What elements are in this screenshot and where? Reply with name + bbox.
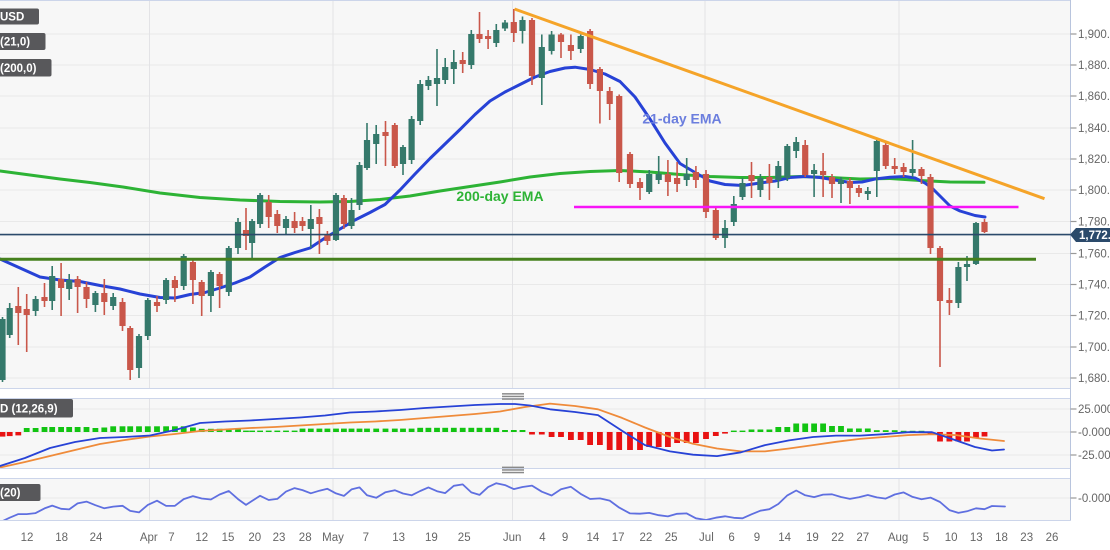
svg-text:-0.000: -0.000 bbox=[1078, 427, 1110, 439]
svg-text:9: 9 bbox=[754, 532, 760, 544]
svg-text:Apr: Apr bbox=[140, 532, 158, 544]
svg-text:12: 12 bbox=[195, 532, 208, 544]
svg-text:23: 23 bbox=[273, 532, 286, 544]
svg-text:13: 13 bbox=[392, 532, 405, 544]
svg-text:22: 22 bbox=[640, 532, 653, 544]
svg-text:4: 4 bbox=[539, 532, 546, 544]
svg-text:19: 19 bbox=[425, 532, 438, 544]
svg-text:27: 27 bbox=[856, 532, 869, 544]
svg-text:1,800.0: 1,800.0 bbox=[1078, 185, 1110, 197]
svg-text:20: 20 bbox=[248, 532, 261, 544]
svg-text:D (12,26,9): D (12,26,9) bbox=[0, 403, 58, 415]
svg-text:1,740.0: 1,740.0 bbox=[1078, 280, 1110, 292]
svg-text:(21,0): (21,0) bbox=[0, 37, 30, 49]
svg-text:18: 18 bbox=[55, 532, 68, 544]
svg-text:1,760.0: 1,760.0 bbox=[1078, 249, 1110, 261]
svg-text:22: 22 bbox=[831, 532, 844, 544]
svg-text:1,880.0: 1,880.0 bbox=[1078, 60, 1110, 72]
svg-text:10: 10 bbox=[945, 532, 958, 544]
svg-text:21-day EMA: 21-day EMA bbox=[642, 111, 721, 127]
svg-text:1,780.0: 1,780.0 bbox=[1078, 217, 1110, 229]
svg-text:12: 12 bbox=[21, 532, 34, 544]
svg-text:May: May bbox=[322, 532, 344, 544]
svg-text:1,700.0: 1,700.0 bbox=[1078, 342, 1110, 354]
svg-text:1,900.0: 1,900.0 bbox=[1078, 29, 1110, 41]
svg-text:25: 25 bbox=[458, 532, 471, 544]
svg-text:25.000: 25.000 bbox=[1078, 404, 1110, 416]
svg-text:200-day EMA: 200-day EMA bbox=[456, 188, 543, 204]
svg-text:24: 24 bbox=[90, 532, 103, 544]
svg-text:25: 25 bbox=[665, 532, 678, 544]
svg-text:USD: USD bbox=[0, 12, 24, 24]
svg-text:1,840.0: 1,840.0 bbox=[1078, 123, 1110, 135]
svg-text:17: 17 bbox=[612, 532, 625, 544]
svg-text:-0.000: -0.000 bbox=[1078, 493, 1110, 505]
svg-text:6: 6 bbox=[728, 532, 734, 544]
svg-text:1,720.0: 1,720.0 bbox=[1078, 311, 1110, 323]
svg-text:28: 28 bbox=[299, 532, 312, 544]
svg-text:1,860.0: 1,860.0 bbox=[1078, 91, 1110, 103]
svg-text:13: 13 bbox=[970, 532, 983, 544]
svg-text:Jun: Jun bbox=[503, 532, 522, 544]
svg-text:18: 18 bbox=[995, 532, 1008, 544]
svg-text:19: 19 bbox=[806, 532, 819, 544]
svg-text:14: 14 bbox=[587, 532, 600, 544]
svg-text:Aug: Aug bbox=[888, 532, 908, 544]
svg-text:(20): (20) bbox=[0, 488, 21, 500]
svg-text:9: 9 bbox=[562, 532, 568, 544]
svg-text:(200,0): (200,0) bbox=[0, 63, 37, 75]
svg-text:15: 15 bbox=[222, 532, 235, 544]
svg-text:1,820.0: 1,820.0 bbox=[1078, 154, 1110, 166]
svg-text:14: 14 bbox=[778, 532, 791, 544]
svg-text:Jul: Jul bbox=[699, 532, 714, 544]
svg-text:7: 7 bbox=[363, 532, 369, 544]
svg-text:1,680.0: 1,680.0 bbox=[1078, 373, 1110, 385]
svg-text:23: 23 bbox=[1020, 532, 1033, 544]
svg-text:5: 5 bbox=[923, 532, 929, 544]
svg-text:26: 26 bbox=[1046, 532, 1059, 544]
svg-text:7: 7 bbox=[168, 532, 174, 544]
svg-text:-25.00: -25.00 bbox=[1078, 450, 1110, 462]
svg-text:1,772.5: 1,772.5 bbox=[1079, 230, 1110, 242]
